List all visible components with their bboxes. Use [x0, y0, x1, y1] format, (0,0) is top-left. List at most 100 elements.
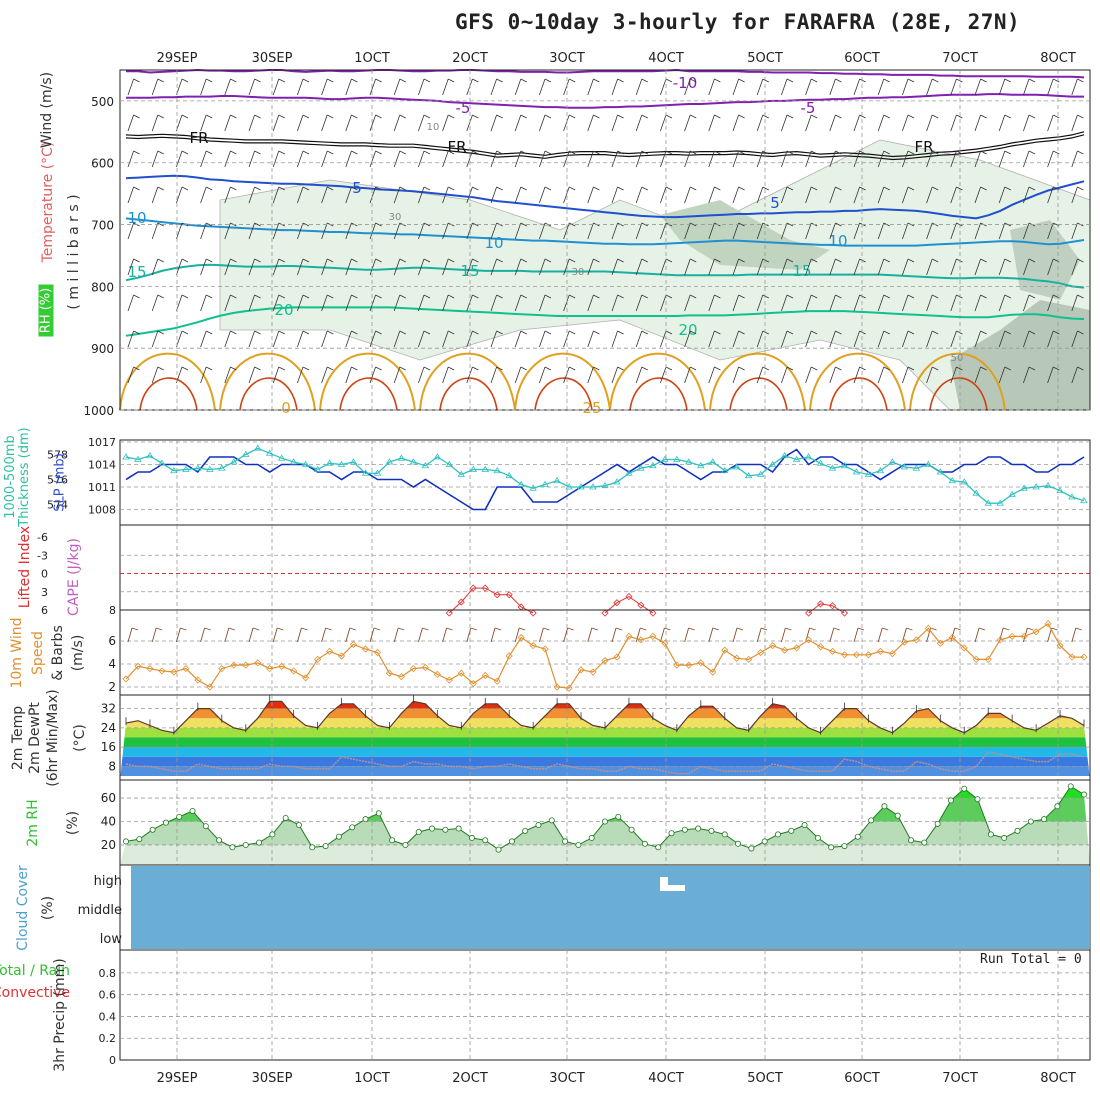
upper-wind-barb — [587, 222, 594, 240]
wind-barb — [611, 627, 617, 643]
upper-wind-barb — [641, 222, 648, 227]
wind-barb — [708, 627, 714, 643]
rh-point — [602, 818, 609, 825]
upper-wind-barb — [974, 222, 981, 240]
isotherm-30 — [534, 377, 593, 411]
upper-wind-barb — [224, 294, 231, 312]
isotherm-line — [125, 217, 1085, 247]
upper-wind-barb — [998, 330, 1006, 348]
upper-wind-barb — [181, 366, 189, 371]
rh-point — [868, 817, 875, 824]
upper-wind-barb — [472, 78, 479, 83]
isotherm-label: 25 — [582, 399, 601, 417]
wind-barb — [659, 627, 665, 643]
upper-wind-barb — [902, 78, 909, 96]
upper-wind-barb — [569, 222, 576, 227]
rh-point — [588, 834, 595, 841]
upper-wind-barb — [786, 114, 794, 119]
upper-wind-barb — [393, 78, 401, 96]
thickness-point — [697, 461, 705, 469]
rh-point — [189, 807, 196, 814]
wind-speed-point — [1044, 620, 1052, 628]
wind-speed-point — [206, 683, 214, 691]
upper-wind-barb — [956, 114, 963, 119]
thickness-point — [960, 478, 968, 485]
wind-speed-point — [936, 639, 944, 647]
upper-wind-barb — [327, 78, 334, 83]
upper-wind-barb — [302, 150, 310, 155]
upper-wind-barb — [151, 186, 159, 204]
upper-wind-barb — [490, 258, 497, 276]
upper-wind-barb — [569, 294, 576, 299]
wind-barb — [325, 627, 332, 631]
upper-wind-barb — [1071, 114, 1078, 132]
wind-barb — [543, 627, 550, 631]
upper-wind-barb — [907, 78, 915, 83]
upper-wind-barb — [157, 114, 164, 119]
rh-point — [415, 829, 422, 836]
upper-wind-barb — [998, 222, 1006, 240]
upper-wind-barb — [660, 294, 667, 312]
upper-wind-barb — [1023, 78, 1030, 96]
upper-wind-barb — [926, 330, 933, 348]
wind-speed-point — [793, 644, 801, 652]
isotherm-line — [125, 131, 1085, 158]
upper-wind-barb — [133, 78, 140, 83]
rh-point — [1041, 816, 1048, 823]
upper-wind-barb — [297, 222, 304, 240]
lifted-index-point — [649, 609, 657, 617]
upper-wind-barb — [956, 258, 963, 263]
rh-point — [202, 823, 209, 830]
pressure-tick: 600 — [91, 157, 114, 171]
rh-point — [295, 822, 302, 829]
wind-barb — [277, 627, 284, 631]
thickness-point — [756, 470, 765, 477]
wind-barb — [369, 627, 375, 643]
upper-wind-barb — [345, 150, 352, 168]
upper-wind-barb — [853, 114, 860, 132]
upper-wind-barb — [157, 366, 164, 371]
upper-wind-barb — [272, 330, 280, 348]
temp-band — [120, 727, 1090, 738]
bottom-date-label: 29SEP — [157, 1071, 198, 1086]
upper-wind-barb — [635, 186, 643, 204]
lifted-index-point — [445, 609, 453, 617]
upper-wind-barb — [974, 186, 981, 204]
upper-wind-barb — [883, 78, 890, 83]
upper-wind-barb — [1047, 330, 1054, 348]
upper-wind-barb — [635, 222, 643, 240]
upper-wind-barb — [781, 186, 788, 204]
upper-wind-barb — [345, 366, 352, 384]
upper-wind-barb — [1071, 294, 1078, 312]
slp-tick: 1014 — [88, 459, 116, 472]
upper-wind-barb — [684, 258, 691, 276]
wind-barb — [272, 627, 278, 643]
temp-tick: 24 — [101, 721, 116, 735]
wind-speed-point — [421, 663, 429, 672]
upper-wind-barb — [756, 150, 764, 168]
upper-wind-barb — [690, 330, 697, 335]
upper-wind-barb — [877, 366, 885, 384]
upper-wind-barb — [539, 294, 546, 312]
upper-wind-barb — [611, 114, 618, 132]
cape-panel-frame — [119, 524, 1091, 611]
upper-wind-barb — [926, 222, 933, 240]
upper-wind-barb — [181, 78, 189, 83]
upper-wind-barb — [805, 258, 812, 276]
upper-wind-barb — [690, 114, 697, 119]
wind-barb — [684, 627, 690, 643]
wind-speed-point — [888, 650, 896, 658]
upper-wind-barb — [635, 150, 643, 168]
wind-barb — [615, 627, 623, 631]
lifted-index-point — [469, 584, 477, 592]
top-date-label: 6OCT — [844, 51, 880, 66]
thickness-point — [134, 455, 142, 462]
upper-wind-barb — [1077, 78, 1084, 83]
upper-wind-barb — [423, 366, 431, 371]
upper-wind-barb — [423, 330, 431, 335]
upper-wind-barb — [781, 114, 788, 132]
thickness-point — [505, 471, 513, 479]
upper-wind-barb — [708, 186, 715, 204]
upper-wind-barb — [907, 330, 915, 335]
upper-wind-barb — [345, 186, 352, 204]
